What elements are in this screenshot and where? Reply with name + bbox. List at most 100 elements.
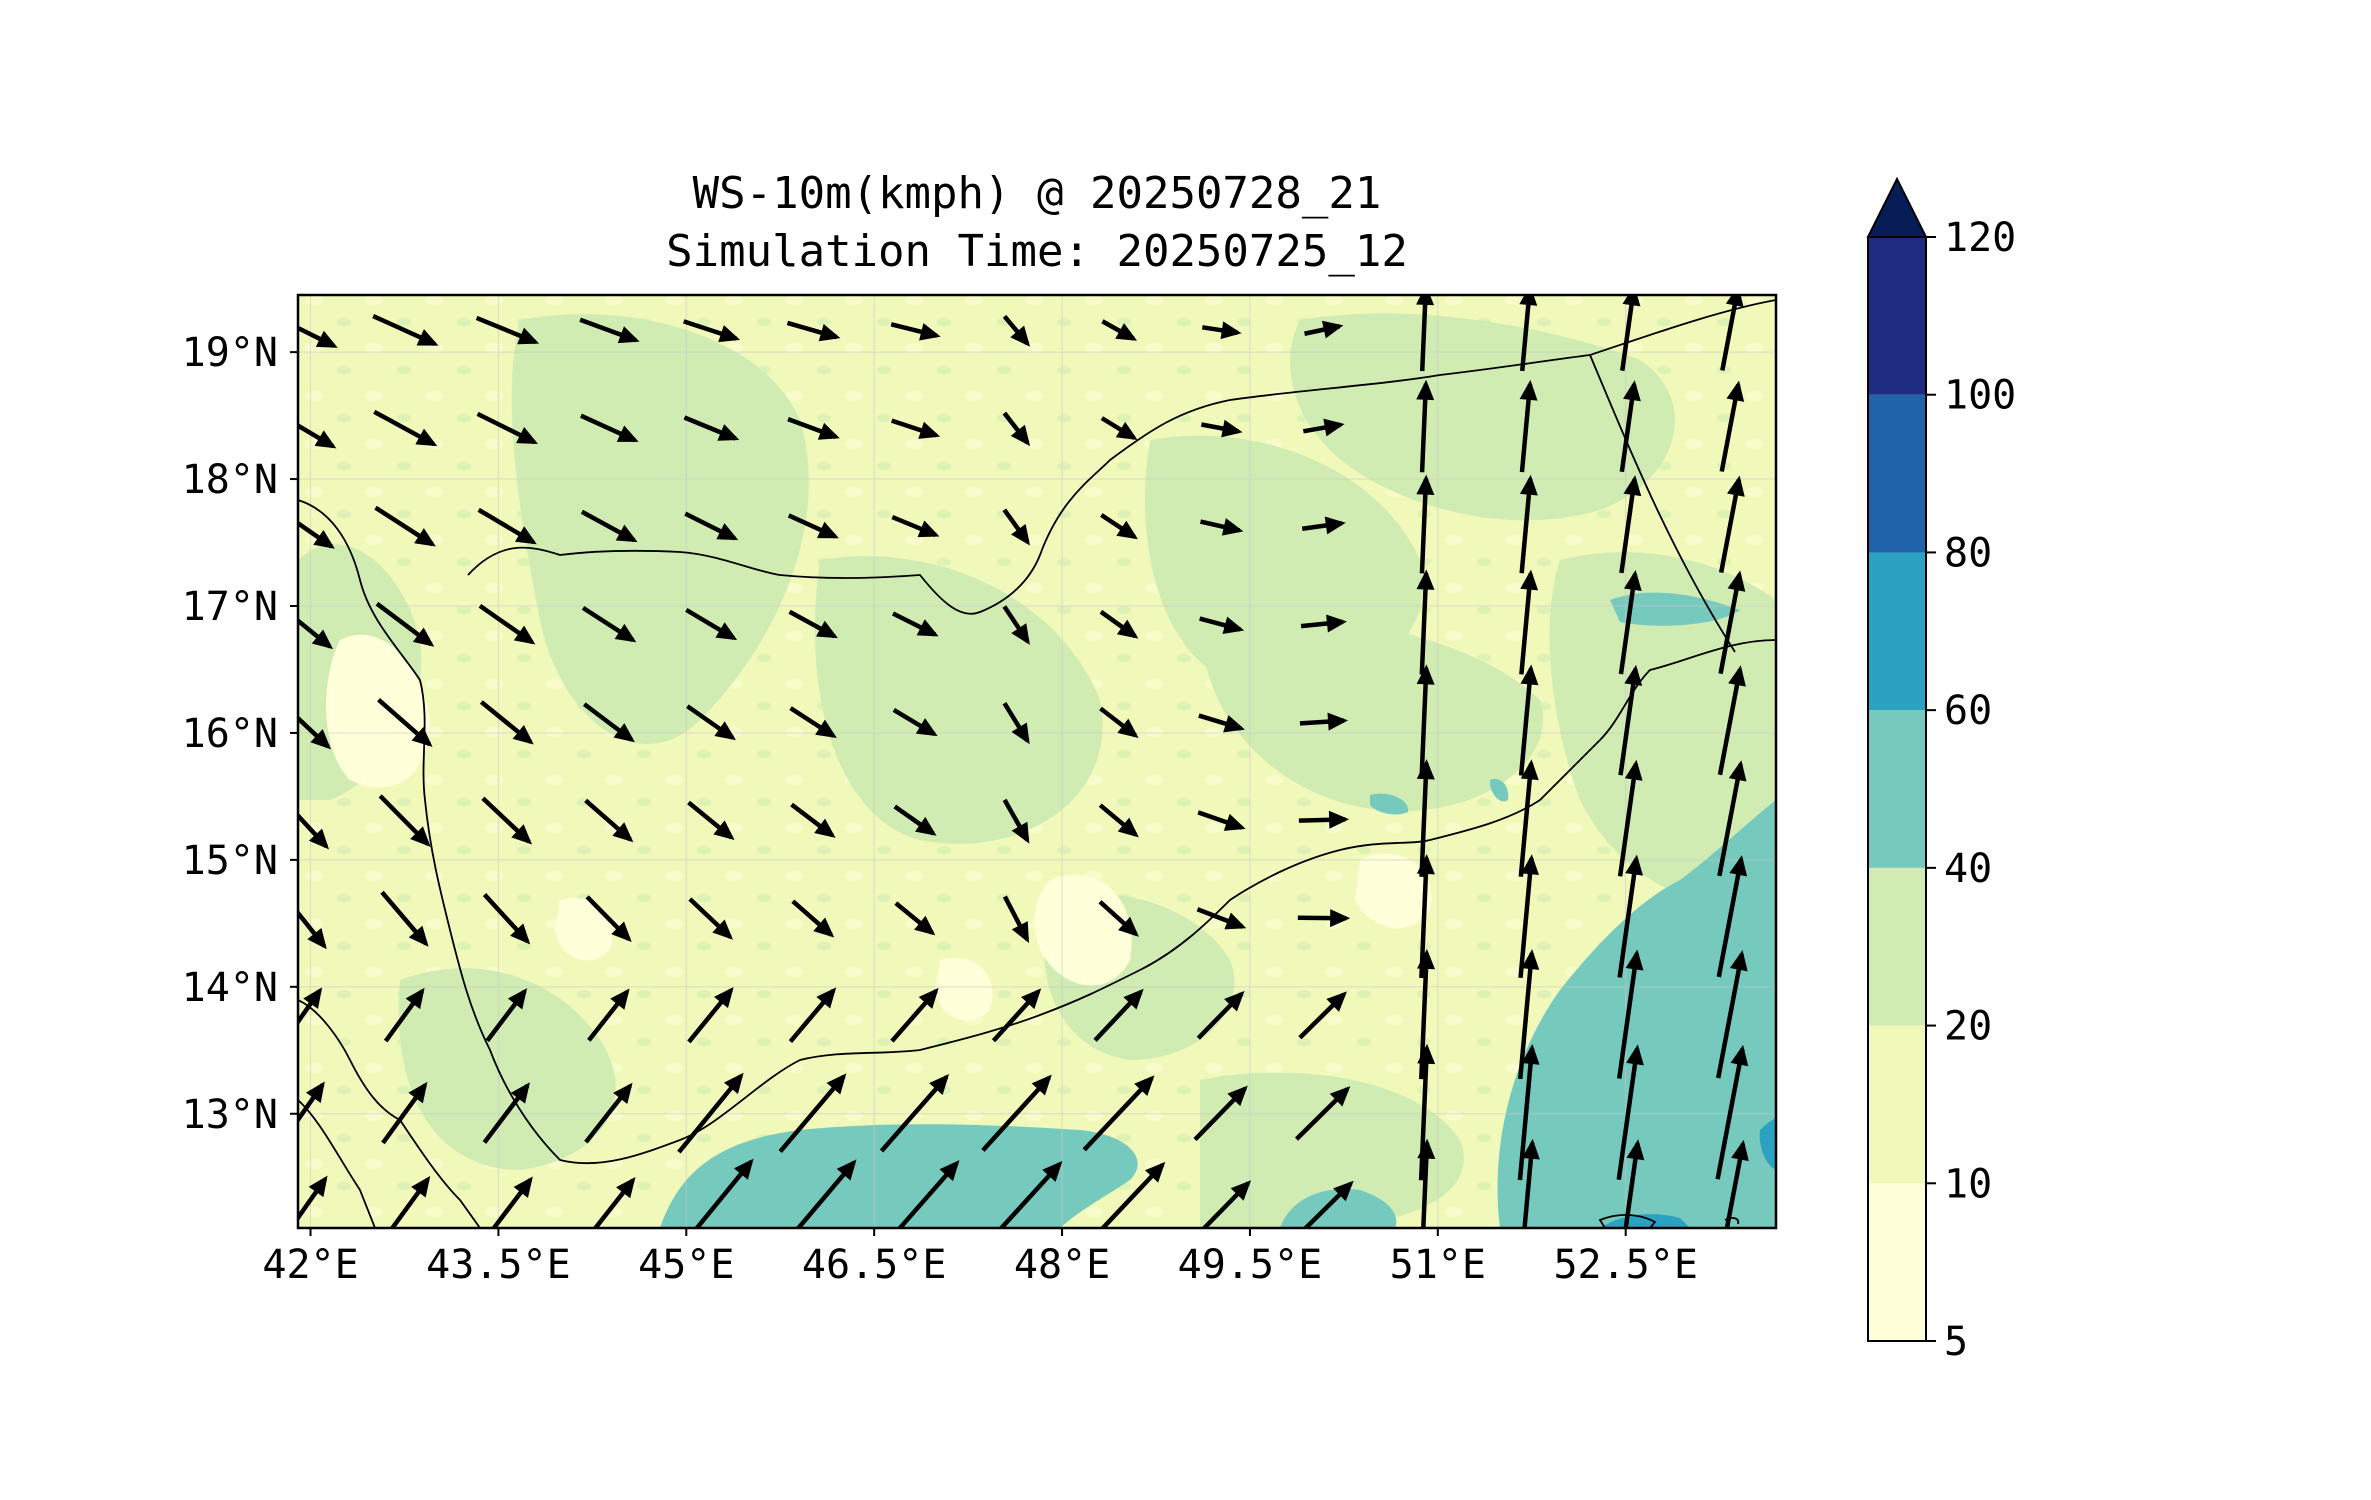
wind-arrow (694, 1158, 754, 1228)
wind-arrow (1302, 418, 1345, 437)
wind-arrow (787, 513, 839, 539)
wind-arrow (1717, 665, 1746, 776)
oman-border (1589, 354, 1736, 653)
wind-arrow (683, 415, 740, 441)
wind-arrow (788, 987, 837, 1043)
wind-arrow (587, 988, 630, 1042)
wind-arrow (677, 1072, 744, 1154)
wind-arrow (592, 1177, 636, 1228)
map-gridlines (298, 295, 1776, 1228)
wind-arrow (1100, 416, 1138, 440)
wind-arrow (1715, 949, 1748, 1079)
lat-tick-label: 15°N (182, 838, 278, 884)
wind-arrow (580, 413, 639, 443)
wind-arrow (1617, 854, 1644, 978)
map-title-line2: Simulation Time: 20250725_12 (666, 226, 1408, 277)
wind-arrow (485, 988, 528, 1043)
map-title-line1: WS-10m(kmph) @ 20250728_21 (693, 168, 1382, 219)
wind-arrow (298, 1175, 328, 1222)
wind-arrow (1519, 474, 1538, 574)
wind-arrow (1302, 1180, 1354, 1228)
saudi-border (467, 299, 1776, 615)
wind-arrow (1002, 508, 1031, 546)
wind-arrow (389, 1176, 431, 1228)
wind-arrow (1100, 513, 1138, 540)
wind-arrow (1099, 1161, 1166, 1228)
wind-arrow (1518, 759, 1539, 877)
wind-arrow (1200, 518, 1244, 536)
wind-arrow (580, 509, 638, 543)
lat-tick-label: 19°N (182, 330, 278, 376)
wind-arrow (1519, 379, 1538, 473)
wind-arrow (582, 702, 635, 743)
wind-arrow (585, 895, 632, 943)
wind-arrow (683, 319, 741, 343)
wind-arrow (475, 315, 540, 345)
wind-arrow (788, 609, 838, 639)
wind-arrow (896, 1160, 960, 1228)
lon-tick-label: 49.5°E (1178, 1242, 1323, 1288)
wind-arrow (1521, 1138, 1540, 1228)
wind-arrow (1201, 1180, 1252, 1228)
african-coastline (298, 999, 481, 1228)
lat-tick-label: 16°N (182, 711, 278, 757)
wind-arrow (375, 601, 435, 647)
wind-arrow (1002, 702, 1030, 745)
colorbar-label: 40 (1944, 846, 1992, 892)
colorbar-segment (1868, 1183, 1926, 1341)
wind-arrow (1517, 949, 1540, 1080)
wind-arrow (1199, 616, 1245, 634)
wind-arrow (1718, 570, 1746, 675)
wind-arrow (479, 700, 534, 745)
wind-arrow (1620, 295, 1641, 372)
wind-arrow (1416, 854, 1435, 979)
wind-arrow (1002, 605, 1030, 645)
wind-arrow (891, 514, 940, 538)
wind-arrow (688, 897, 734, 940)
wind-arrow (892, 708, 938, 737)
wind-arrow (1517, 1043, 1540, 1181)
wind-arrow (298, 715, 332, 750)
calm-wind-regions (326, 634, 1432, 1021)
wind-arrow (1200, 419, 1243, 438)
wind-arrow (1304, 320, 1344, 339)
colorbar-label: 120 (1944, 215, 2016, 261)
wind-arrow (1715, 1044, 1749, 1180)
wind-arrow (1298, 991, 1347, 1040)
wind-arrow (381, 1081, 428, 1145)
wind-arrow (477, 507, 537, 545)
wind-arrow (1720, 295, 1744, 371)
wind-arrow (298, 909, 327, 950)
wind-arrow (1417, 1138, 1436, 1228)
wind-arrow (1299, 712, 1349, 731)
wind-arrow (1099, 609, 1139, 639)
wind-arrow (894, 901, 936, 936)
wind-arrow (1294, 1086, 1351, 1141)
wind-arrow (790, 802, 836, 838)
wind-arrow (1416, 295, 1435, 372)
wind-arrow (1197, 810, 1246, 831)
wind-arrow (787, 417, 840, 440)
colorbar-segment (1868, 1025, 1926, 1184)
wind-arrow (893, 804, 937, 836)
map-frame (296, 293, 1778, 1230)
colorbar-segment (1868, 552, 1926, 711)
wind-arrow (1716, 855, 1748, 978)
colorbar-label: 60 (1944, 688, 1992, 734)
wind-arrow (1098, 900, 1139, 937)
very-strong-wind-regions (1600, 1118, 1776, 1228)
lat-tick-label: 17°N (182, 584, 278, 630)
wind-arrow (298, 617, 334, 650)
map-panel (298, 295, 1776, 1228)
wind-arrow (372, 313, 439, 347)
wind-arrow (482, 1082, 530, 1144)
colorbar-segment (1868, 867, 1926, 1026)
wind-arrow (789, 706, 837, 739)
wind-arrow (1623, 1139, 1645, 1228)
wind-arrow (1416, 569, 1435, 675)
wind-arrow (1619, 380, 1641, 473)
wind-arrow (298, 423, 337, 449)
lat-tick-label: 14°N (182, 965, 278, 1011)
wind-arrow (1002, 798, 1030, 844)
wind-arrow (1300, 614, 1347, 633)
